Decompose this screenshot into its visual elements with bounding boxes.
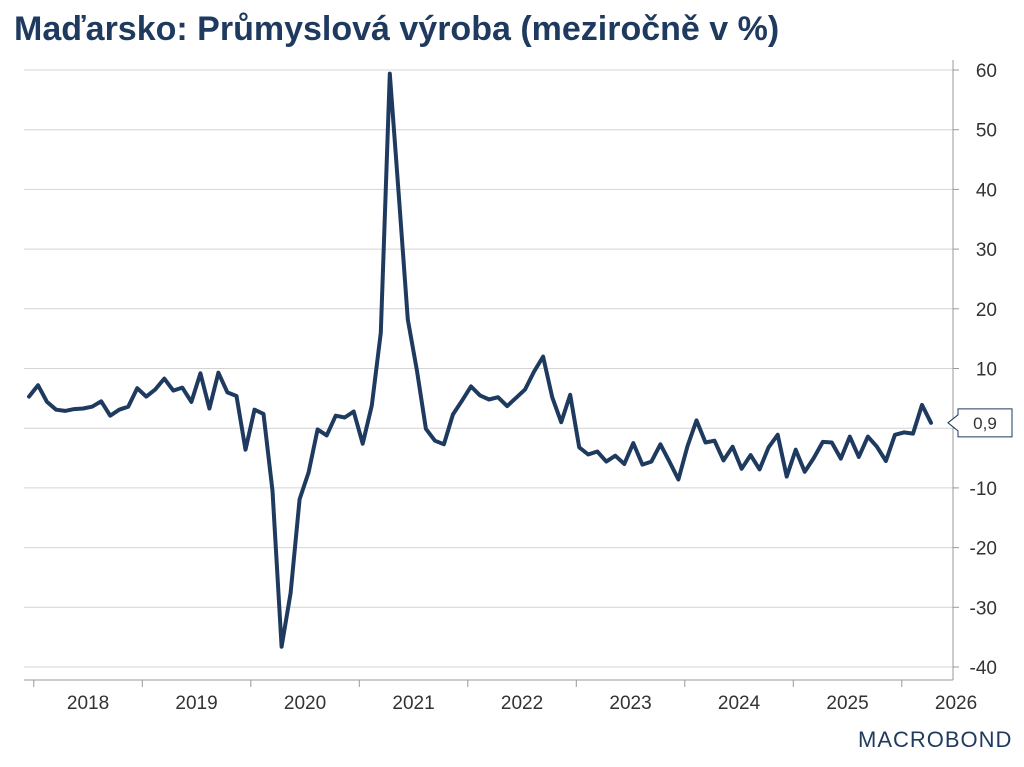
y-tick-label: -40: [970, 658, 997, 679]
x-tick-label: 2021: [392, 693, 434, 714]
x-tick-label: 2020: [284, 693, 326, 714]
x-tick-label: 2018: [67, 693, 109, 714]
x-tick-label: 2025: [826, 693, 868, 714]
y-tick-label: 60: [976, 61, 997, 82]
x-tick-label: 2024: [718, 693, 761, 714]
y-tick-label: 10: [976, 360, 997, 381]
series: [27, 71, 933, 649]
y-tick-label: -10: [970, 479, 997, 500]
y-tick-label: 30: [976, 240, 997, 261]
y-tick-label: 50: [976, 121, 997, 142]
axes: [24, 60, 954, 681]
industrial-production-line: [27, 71, 933, 649]
last-value-label: 0,9: [973, 414, 997, 433]
macrobond-logo: MACROBOND: [858, 727, 1013, 752]
x-ticks: 2018 2019 2020 2021 2022 2023 2024 2025 2026: [33, 680, 977, 714]
x-tick-label: 2019: [175, 693, 217, 714]
y-tick-label: -30: [970, 598, 997, 619]
x-tick-label: 2022: [501, 693, 543, 714]
gridlines: [24, 69, 953, 668]
chart-title: Maďarsko: Průmyslová výroba (meziročně v…: [14, 10, 780, 48]
x-tick-label: 2023: [609, 693, 651, 714]
y-tick-labels: 60 50 40 30 20 10 -10 -20 -30 -40: [953, 61, 997, 679]
last-value-callout-box: [947, 408, 1013, 438]
y-tick-label: 20: [976, 300, 997, 321]
last-value-callout: 0,9: [947, 408, 1013, 438]
y-tick-label: 40: [976, 180, 997, 201]
y-tick-label: -20: [970, 539, 997, 560]
x-tick-label: 2026: [935, 693, 977, 714]
